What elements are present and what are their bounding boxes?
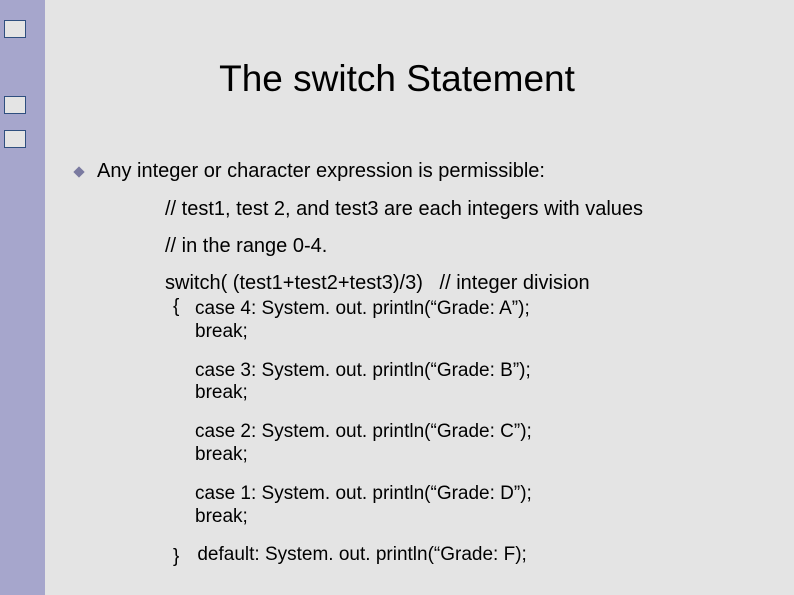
case-group-0: case 4: System. out. println(“Grade: A”)… bbox=[195, 298, 764, 344]
slide-content: Any integer or character expression is p… bbox=[75, 160, 764, 568]
default-row: } default: System. out. println(“Grade: … bbox=[173, 544, 764, 568]
case-group-2: case 2: System. out. println(“Grade: C”)… bbox=[195, 421, 764, 467]
bullet-item: Any integer or character expression is p… bbox=[75, 160, 764, 183]
switch-body: { case 4: System. out. println(“Grade: A… bbox=[173, 296, 764, 568]
break-line: break; bbox=[195, 321, 764, 344]
case-line: case 1: System. out. println(“Grade: D”)… bbox=[195, 483, 764, 506]
case-line: case 4: System. out. println(“Grade: A”)… bbox=[195, 298, 764, 321]
code-comment-2: // in the range 0-4. bbox=[165, 234, 764, 259]
case-line: case 3: System. out. println(“Grade: B”)… bbox=[195, 360, 764, 383]
code-block: // test1, test 2, and test3 are each int… bbox=[165, 197, 764, 568]
sidebar-thumb-1 bbox=[4, 20, 26, 38]
default-line: default: System. out. println(“Grade: F)… bbox=[197, 544, 526, 567]
break-line: break; bbox=[195, 444, 764, 467]
case-line: case 2: System. out. println(“Grade: C”)… bbox=[195, 421, 764, 444]
case-group-1: case 3: System. out. println(“Grade: B”)… bbox=[195, 360, 764, 406]
slide: The switch Statement Any integer or char… bbox=[0, 0, 794, 595]
case-group-3: case 1: System. out. println(“Grade: D”)… bbox=[195, 483, 764, 529]
break-line: break; bbox=[195, 506, 764, 529]
close-brace: } bbox=[173, 546, 179, 568]
code-comment-1: // test1, test 2, and test3 are each int… bbox=[165, 197, 764, 222]
slide-title: The switch Statement bbox=[0, 58, 794, 100]
bullet-icon bbox=[73, 166, 84, 177]
code-switch-line: switch( (test1+test2+test3)/3) // intege… bbox=[165, 271, 764, 296]
break-line: break; bbox=[195, 382, 764, 405]
bullet-text: Any integer or character expression is p… bbox=[97, 160, 545, 183]
sidebar-thumb-3 bbox=[4, 130, 26, 148]
